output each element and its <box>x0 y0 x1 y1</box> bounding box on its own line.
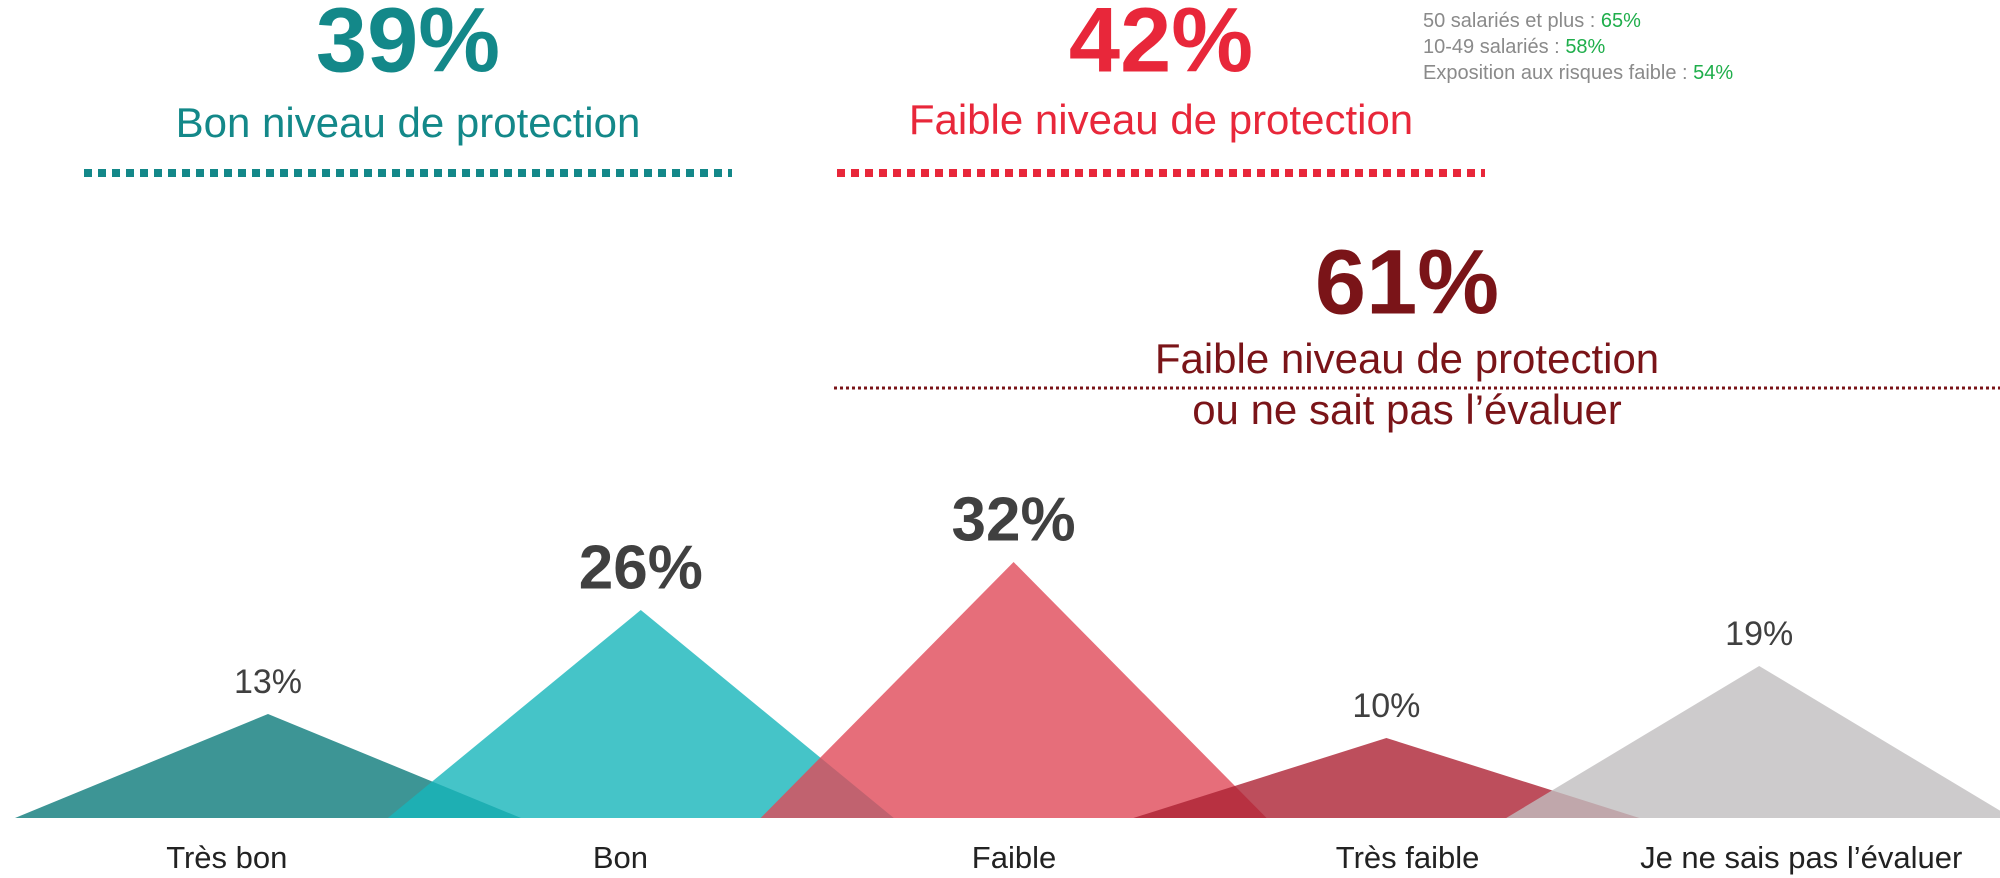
value-label: 13% <box>234 663 302 701</box>
category-label: Faible <box>972 840 1056 875</box>
value-label: 19% <box>1725 615 1793 653</box>
summary-label: ou ne sait pas l’évaluer <box>1192 386 1622 433</box>
value-label: 26% <box>579 533 703 602</box>
annotation-label: 10-49 salariés : <box>1423 36 1560 58</box>
summary-value: 39% <box>316 0 500 91</box>
category-label: Très bon <box>166 840 287 875</box>
annotation-value: 65% <box>1601 10 1641 32</box>
value-label: 10% <box>1352 687 1420 725</box>
value-label: 32% <box>952 485 1076 554</box>
category-label: Très faible <box>1336 840 1480 875</box>
annotation-label: Exposition aux risques faible : <box>1423 62 1688 84</box>
category-label: Bon <box>593 840 648 875</box>
summary-label: Bon niveau de protection <box>176 99 641 146</box>
annotation: Exposition aux risques faible : 54% <box>1423 62 1733 84</box>
peak <box>760 562 1267 818</box>
peak <box>1133 738 1640 818</box>
annotation: 10-49 salariés : 58% <box>1423 36 1606 58</box>
category-label: Je ne sais pas l’évaluer <box>1640 840 1962 875</box>
peak <box>1506 666 2000 818</box>
summary-label: Faible niveau de protection <box>1155 335 1659 382</box>
summary-value: 42% <box>1069 0 1253 91</box>
annotation-value: 58% <box>1565 36 1605 58</box>
annotation: 50 salariés et plus : 65% <box>1423 10 1641 32</box>
summary-label: Faible niveau de protection <box>909 96 1413 143</box>
annotation-value: 54% <box>1693 62 1733 84</box>
annotation-label: 50 salariés et plus : <box>1423 10 1595 32</box>
summary-value: 61% <box>1315 231 1499 333</box>
peak <box>387 610 894 818</box>
peak <box>15 714 521 818</box>
